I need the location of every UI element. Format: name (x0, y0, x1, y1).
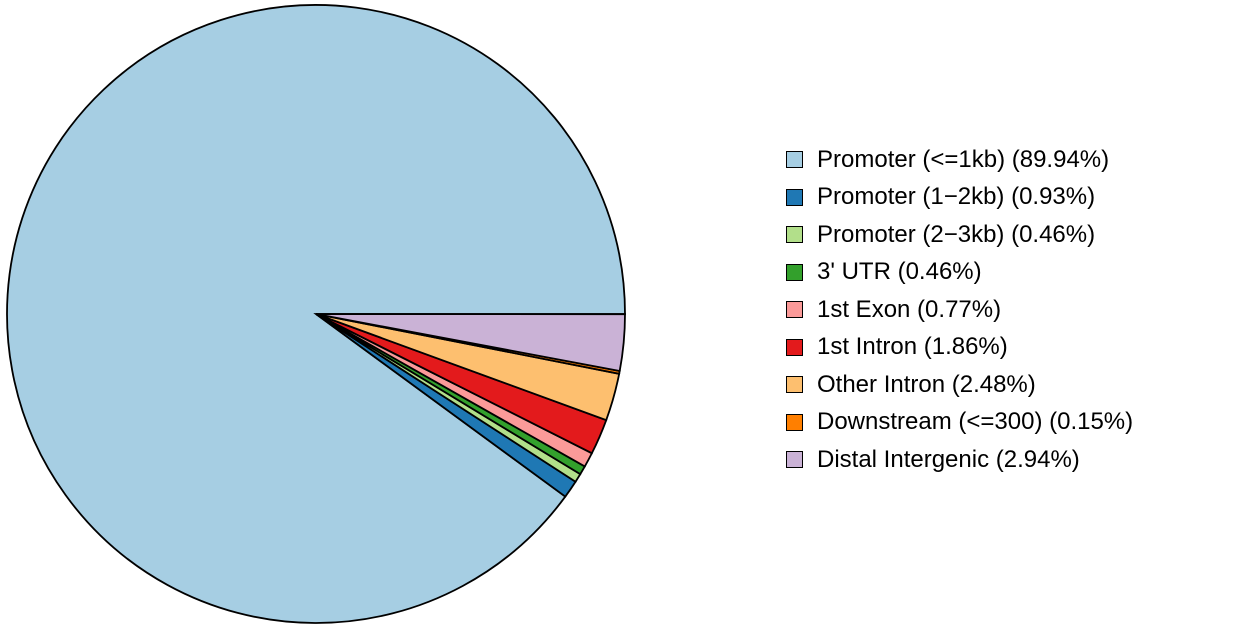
legend-swatch-icon (786, 263, 803, 281)
legend-swatch-icon (786, 151, 803, 169)
pie-slice-8 (315, 313, 626, 373)
legend-label: Promoter (1−2kb) (0.93%) (817, 183, 1096, 211)
legend-item-1: Promoter (1−2kb) (0.93%) (786, 179, 1133, 217)
legend-label: Promoter (<=1kb) (89.94%) (817, 145, 1110, 173)
legend-label: 3' UTR (0.46%) (817, 258, 982, 286)
legend-item-5: 1st Intron (1.86%) (786, 329, 1133, 367)
legend-swatch-icon (786, 338, 803, 356)
legend-swatch-icon (786, 226, 803, 244)
legend-item-6: Other Intron (2.48%) (786, 366, 1133, 404)
legend-swatch-icon (786, 188, 803, 206)
legend-item-0: Promoter (<=1kb) (89.94%) (786, 141, 1133, 179)
legend: Promoter (<=1kb) (89.94%) Promoter (1−2kb… (786, 141, 1133, 479)
legend-label: Promoter (2−3kb) (0.46%) (817, 220, 1096, 248)
legend-label: Distal Intergenic (2.94%) (817, 445, 1080, 473)
legend-item-2: Promoter (2−3kb) (0.46%) (786, 216, 1133, 254)
legend-item-3: 3' UTR (0.46%) (786, 254, 1133, 292)
legend-item-7: Downstream (<=300) (0.15%) (786, 404, 1133, 442)
legend-label: 1st Exon (0.77%) (817, 295, 1002, 323)
legend-swatch-icon (786, 301, 803, 319)
legend-swatch-icon (786, 451, 803, 469)
legend-label: 1st Intron (1.86%) (817, 333, 1008, 361)
legend-item-4: 1st Exon (0.77%) (786, 291, 1133, 329)
legend-label: Other Intron (2.48%) (817, 370, 1036, 398)
legend-item-8: Distal Intergenic (2.94%) (786, 441, 1133, 479)
legend-label: Downstream (<=300) (0.15%) (817, 408, 1134, 436)
legend-swatch-icon (786, 376, 803, 394)
legend-swatch-icon (786, 413, 803, 431)
